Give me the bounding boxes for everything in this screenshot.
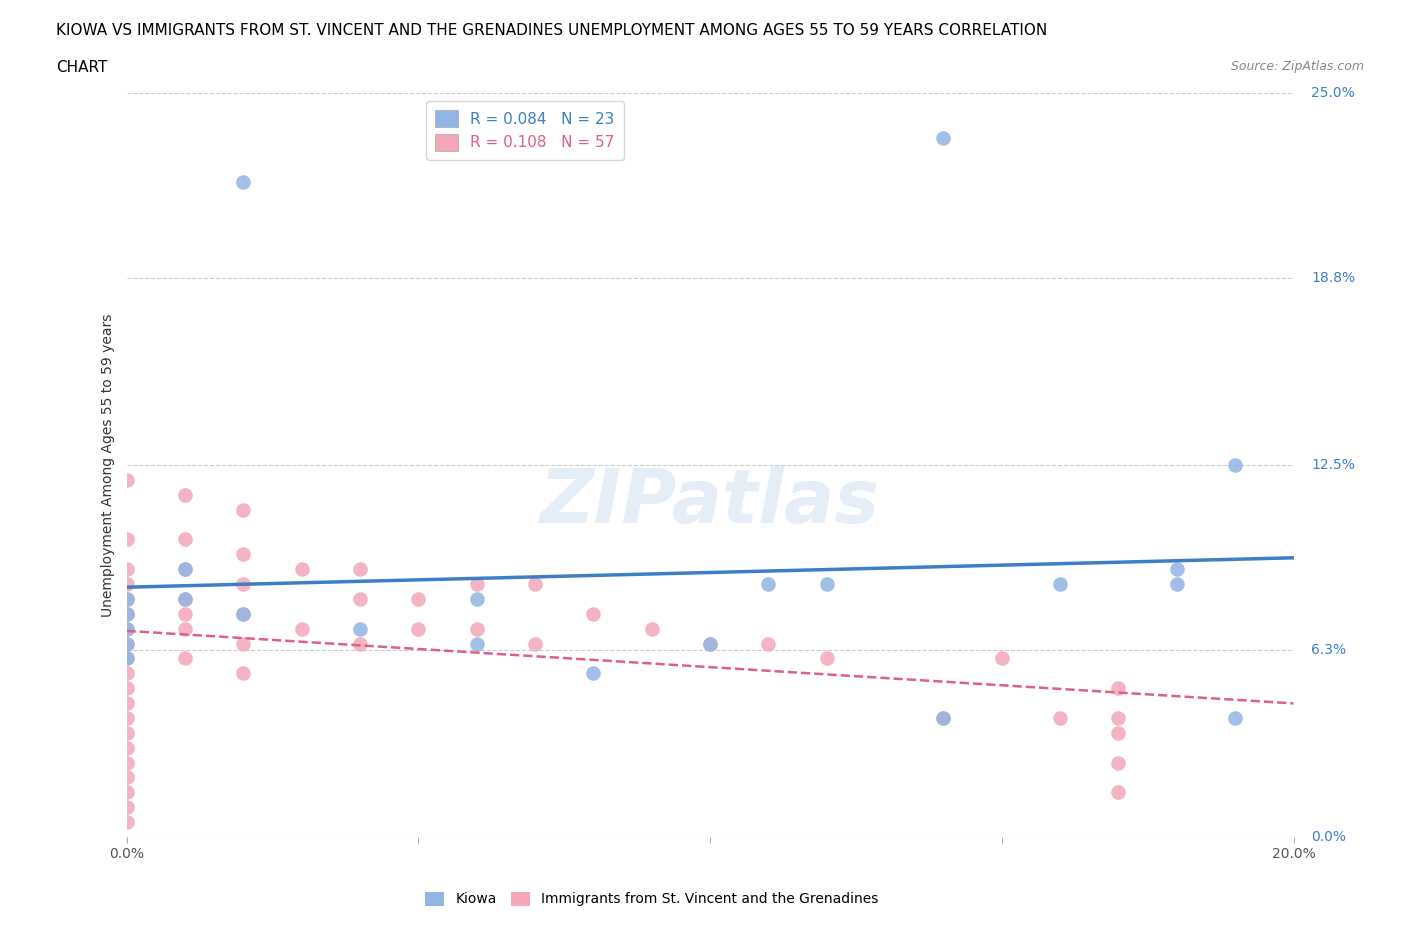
Point bbox=[115, 621, 138, 636]
Point bbox=[756, 577, 779, 591]
Point bbox=[1108, 755, 1130, 770]
Point bbox=[699, 636, 721, 651]
Legend: Kiowa, Immigrants from St. Vincent and the Grenadines: Kiowa, Immigrants from St. Vincent and t… bbox=[419, 886, 884, 912]
Point bbox=[115, 562, 138, 577]
Point bbox=[349, 591, 371, 606]
Point bbox=[408, 621, 430, 636]
Point bbox=[115, 651, 138, 666]
Point bbox=[465, 636, 488, 651]
Point bbox=[115, 651, 138, 666]
Point bbox=[115, 740, 138, 755]
Point bbox=[232, 577, 254, 591]
Point bbox=[1166, 562, 1188, 577]
Point bbox=[290, 562, 312, 577]
Point bbox=[524, 636, 547, 651]
Point bbox=[174, 606, 197, 621]
Y-axis label: Unemployment Among Ages 55 to 59 years: Unemployment Among Ages 55 to 59 years bbox=[101, 313, 115, 617]
Point bbox=[232, 606, 254, 621]
Point bbox=[582, 666, 605, 681]
Point bbox=[115, 591, 138, 606]
Point bbox=[174, 532, 197, 547]
Point bbox=[232, 547, 254, 562]
Point bbox=[115, 711, 138, 725]
Point bbox=[174, 562, 197, 577]
Point bbox=[815, 577, 838, 591]
Point bbox=[1223, 711, 1246, 725]
Point bbox=[699, 636, 721, 651]
Point bbox=[174, 621, 197, 636]
Text: 18.8%: 18.8% bbox=[1310, 271, 1355, 285]
Point bbox=[1166, 577, 1188, 591]
Point bbox=[582, 606, 605, 621]
Point bbox=[465, 577, 488, 591]
Point bbox=[232, 175, 254, 190]
Point bbox=[115, 636, 138, 651]
Point bbox=[349, 562, 371, 577]
Point bbox=[815, 651, 838, 666]
Point bbox=[524, 577, 547, 591]
Text: Source: ZipAtlas.com: Source: ZipAtlas.com bbox=[1230, 60, 1364, 73]
Point bbox=[232, 666, 254, 681]
Text: CHART: CHART bbox=[56, 60, 108, 75]
Text: ZIPatlas: ZIPatlas bbox=[540, 466, 880, 538]
Point bbox=[115, 606, 138, 621]
Point bbox=[115, 621, 138, 636]
Text: KIOWA VS IMMIGRANTS FROM ST. VINCENT AND THE GRENADINES UNEMPLOYMENT AMONG AGES : KIOWA VS IMMIGRANTS FROM ST. VINCENT AND… bbox=[56, 23, 1047, 38]
Point bbox=[232, 636, 254, 651]
Point bbox=[349, 621, 371, 636]
Point bbox=[115, 815, 138, 830]
Point bbox=[465, 621, 488, 636]
Point bbox=[115, 755, 138, 770]
Point bbox=[115, 800, 138, 815]
Point bbox=[1108, 785, 1130, 800]
Point bbox=[640, 621, 664, 636]
Point bbox=[115, 591, 138, 606]
Point bbox=[1049, 577, 1071, 591]
Point bbox=[115, 606, 138, 621]
Point bbox=[290, 621, 312, 636]
Point bbox=[115, 532, 138, 547]
Point bbox=[232, 606, 254, 621]
Point bbox=[174, 591, 197, 606]
Point bbox=[756, 636, 779, 651]
Point bbox=[174, 651, 197, 666]
Point bbox=[1108, 681, 1130, 696]
Point bbox=[115, 770, 138, 785]
Point bbox=[408, 591, 430, 606]
Point bbox=[174, 562, 197, 577]
Point bbox=[1049, 711, 1071, 725]
Point bbox=[115, 472, 138, 487]
Point bbox=[932, 711, 955, 725]
Point bbox=[115, 696, 138, 711]
Point bbox=[932, 711, 955, 725]
Point bbox=[1108, 725, 1130, 740]
Point bbox=[1108, 711, 1130, 725]
Point bbox=[232, 502, 254, 517]
Point bbox=[115, 666, 138, 681]
Point bbox=[115, 636, 138, 651]
Point bbox=[115, 725, 138, 740]
Point bbox=[349, 636, 371, 651]
Text: 6.3%: 6.3% bbox=[1310, 643, 1346, 657]
Point bbox=[115, 785, 138, 800]
Point bbox=[990, 651, 1012, 666]
Point bbox=[115, 577, 138, 591]
Point bbox=[1223, 458, 1246, 472]
Point bbox=[174, 591, 197, 606]
Point bbox=[465, 591, 488, 606]
Text: 0.0%: 0.0% bbox=[1310, 830, 1346, 844]
Point bbox=[932, 130, 955, 145]
Point bbox=[174, 487, 197, 502]
Text: 25.0%: 25.0% bbox=[1310, 86, 1355, 100]
Point bbox=[115, 681, 138, 696]
Text: 12.5%: 12.5% bbox=[1310, 458, 1355, 472]
